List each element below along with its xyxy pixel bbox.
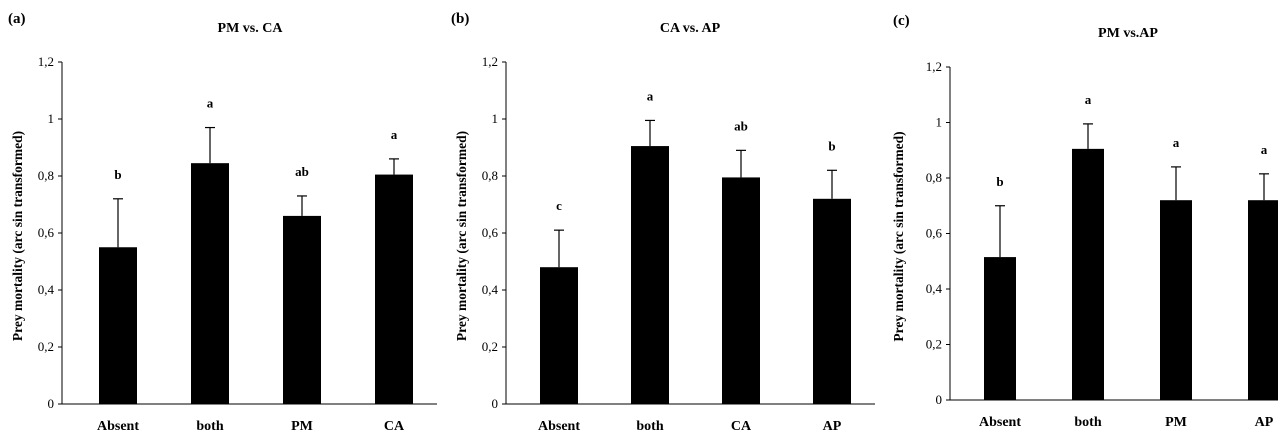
panel-2-bar-ca bbox=[722, 177, 760, 404]
panel-1-y-tick-label: 0,8 bbox=[38, 168, 54, 183]
panel-3-bar-pm bbox=[1160, 200, 1192, 400]
panel-2-bar-ap bbox=[813, 198, 851, 404]
panel-2-y-tick-label: 0,2 bbox=[482, 339, 498, 354]
panel-3-y-axis-label: Prey mortality (arc sin transformed) bbox=[891, 131, 906, 341]
panel-2-label: (b) bbox=[451, 11, 469, 27]
panel-2-category-label: CA bbox=[731, 419, 752, 434]
panel-1-bar-ca bbox=[375, 174, 413, 404]
panel-1-label: (a) bbox=[8, 11, 26, 27]
panel-3-y-tick-label: 0,6 bbox=[926, 226, 943, 241]
panel-1-y-tick-label: 0,6 bbox=[38, 225, 55, 240]
panel-3-y-tick-label: 0,2 bbox=[926, 337, 942, 352]
panel-3-bar-both bbox=[1072, 148, 1104, 400]
panel-2-y-tick-label: 1,2 bbox=[482, 54, 498, 69]
panel-3-significance-letter: a bbox=[1261, 142, 1268, 157]
panel-1-bar-both bbox=[191, 163, 229, 404]
panel-1-bar-pm bbox=[283, 215, 321, 404]
panel-3-significance-letter: a bbox=[1085, 92, 1092, 107]
panel-3-bar-ap bbox=[1248, 200, 1278, 400]
panel-1-significance-letter: ab bbox=[295, 164, 309, 179]
panel-1-significance-letter: b bbox=[114, 167, 121, 182]
panel-2-y-tick-label: 0,6 bbox=[482, 225, 499, 240]
panel-2-category-label: Absent bbox=[538, 419, 580, 434]
panel-2-y-tick-label: 1 bbox=[492, 111, 499, 126]
panel-3-category-label: both bbox=[1074, 415, 1101, 430]
panel-3-category-label: PM bbox=[1165, 415, 1187, 430]
panel-1-y-tick-label: 1 bbox=[48, 111, 55, 126]
panel-1-category-label: PM bbox=[291, 419, 313, 434]
panel-3-y-tick-label: 0 bbox=[936, 392, 943, 407]
panel-1-y-axis-label: Prey mortality (arc sin transformed) bbox=[10, 131, 25, 341]
panel-2-title: CA vs. AP bbox=[660, 21, 721, 36]
panel-1-y-tick-label: 0,2 bbox=[38, 339, 54, 354]
panel-2-y-tick-label: 0,4 bbox=[482, 282, 499, 297]
panel-1-y-tick-label: 1,2 bbox=[38, 54, 54, 69]
panel-2-bar-absent bbox=[540, 267, 578, 404]
panel-2-category-label: AP bbox=[823, 419, 842, 434]
panel-3-bar-absent bbox=[984, 257, 1016, 400]
panel-3-y-tick-label: 0,4 bbox=[926, 281, 943, 296]
panel-2-category-label: both bbox=[636, 419, 663, 434]
panel-1-category-label: both bbox=[196, 419, 223, 434]
panel-2-y-tick-label: 0,8 bbox=[482, 168, 498, 183]
panel-3-category-label: AP bbox=[1255, 415, 1274, 430]
panel-2-y-tick-label: 0 bbox=[492, 396, 499, 411]
panel-3-significance-letter: a bbox=[1173, 135, 1180, 150]
panel-2-significance-letter: ab bbox=[734, 118, 748, 133]
panel-3-significance-letter: b bbox=[996, 174, 1003, 189]
panel-2-bar-both bbox=[631, 146, 669, 404]
panel-1-y-tick-label: 0 bbox=[48, 396, 55, 411]
panel-3-title: PM vs.AP bbox=[1098, 26, 1158, 41]
panel-1-significance-letter: a bbox=[207, 96, 214, 111]
panel-3-y-tick-label: 1,2 bbox=[926, 59, 942, 74]
panel-2-significance-letter: b bbox=[828, 138, 835, 153]
panel-3-category-label: Absent bbox=[979, 415, 1021, 430]
panel-3-y-tick-label: 0,8 bbox=[926, 170, 942, 185]
panel-1-bar-absent bbox=[99, 247, 137, 404]
panel-1-y-tick-label: 0,4 bbox=[38, 282, 55, 297]
panel-1-category-label: CA bbox=[384, 419, 405, 434]
panel-2-y-axis-label: Prey mortality (arc sin transformed) bbox=[454, 131, 469, 341]
panel-3-label: (c) bbox=[893, 13, 910, 29]
panel-1-category-label: Absent bbox=[97, 419, 139, 434]
panel-1-title: PM vs. CA bbox=[218, 21, 284, 36]
panel-3-y-tick-label: 1 bbox=[936, 115, 943, 130]
panel-1-significance-letter: a bbox=[391, 127, 398, 142]
panel-2-significance-letter: a bbox=[647, 88, 654, 103]
panel-2-significance-letter: c bbox=[556, 198, 562, 213]
